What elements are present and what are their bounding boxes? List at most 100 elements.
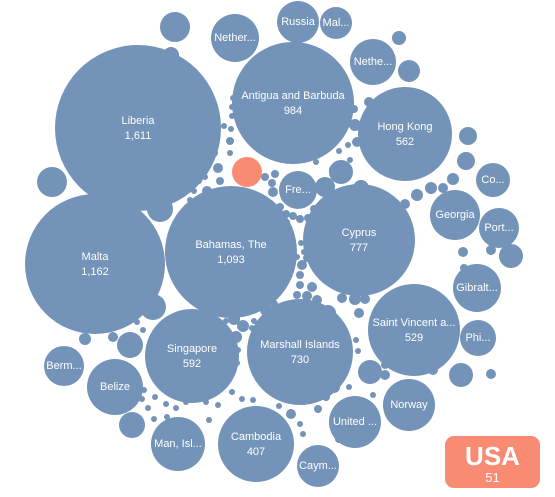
- bubble-minor[interactable]: [79, 333, 91, 345]
- bubble-minor[interactable]: [336, 148, 342, 154]
- bubble-minor[interactable]: [300, 431, 306, 437]
- bubble-minor[interactable]: [314, 405, 322, 413]
- bubble-minor[interactable]: [297, 421, 303, 427]
- bubble-minor[interactable]: [271, 170, 279, 178]
- bubble-minor[interactable]: [221, 123, 227, 129]
- bubble-minor[interactable]: [228, 126, 234, 132]
- bubble-minor[interactable]: [117, 332, 143, 358]
- bubble-nethe[interactable]: [350, 39, 396, 85]
- bubble-minor[interactable]: [296, 281, 304, 289]
- bubble-minor[interactable]: [160, 12, 190, 42]
- bubble-minor[interactable]: [360, 294, 370, 304]
- bubble-singapore[interactable]: [145, 309, 239, 403]
- bubble-antigua-and-barbuda[interactable]: [232, 42, 354, 164]
- bubble-minor[interactable]: [37, 167, 67, 197]
- bubble-liberia[interactable]: [55, 45, 221, 211]
- bubble-minor[interactable]: [499, 244, 523, 268]
- bubble-fre[interactable]: [279, 171, 317, 209]
- bubble-minor[interactable]: [227, 150, 233, 156]
- bubble-minor[interactable]: [239, 396, 245, 402]
- bubble-minor[interactable]: [216, 177, 224, 185]
- bubble-minor[interactable]: [298, 240, 304, 246]
- bubble-minor[interactable]: [486, 245, 496, 255]
- bubble-co[interactable]: [476, 163, 510, 197]
- bubble-minor[interactable]: [296, 215, 304, 223]
- bubble-minor[interactable]: [337, 293, 347, 303]
- bubble-minor[interactable]: [151, 416, 157, 422]
- bubble-minor[interactable]: [296, 271, 304, 279]
- bubble-bahamas-the[interactable]: [165, 186, 297, 318]
- bubble-minor[interactable]: [206, 417, 212, 423]
- bubble-phi[interactable]: [460, 320, 496, 356]
- bubble-berm[interactable]: [44, 346, 84, 386]
- bubble-minor[interactable]: [346, 384, 352, 390]
- bubble-usa[interactable]: [232, 157, 262, 187]
- bubble-minor[interactable]: [353, 337, 359, 343]
- bubble-hong-kong[interactable]: [358, 87, 452, 181]
- bubble-minor[interactable]: [315, 177, 335, 197]
- bubble-minor[interactable]: [229, 389, 235, 395]
- bubble-minor[interactable]: [458, 247, 468, 257]
- bubble-minor[interactable]: [354, 308, 364, 318]
- bubble-saint-vincent-a[interactable]: [368, 284, 460, 376]
- bubble-man-isl[interactable]: [151, 417, 205, 471]
- bubble-minor[interactable]: [164, 414, 170, 420]
- bubble-marshall-islands[interactable]: [247, 299, 353, 405]
- bubble-minor[interactable]: [140, 327, 146, 333]
- bubble-minor[interactable]: [349, 119, 361, 131]
- bubble-gibralt[interactable]: [453, 264, 501, 312]
- bubble-minor[interactable]: [447, 173, 459, 185]
- bubble-minor[interactable]: [268, 179, 276, 187]
- bubble-minor[interactable]: [173, 405, 179, 411]
- bubble-minor[interactable]: [355, 348, 361, 354]
- bubble-minor[interactable]: [237, 320, 249, 332]
- bubble-minor[interactable]: [329, 160, 353, 184]
- bubble-minor[interactable]: [398, 60, 420, 82]
- bubble-minor[interactable]: [261, 173, 269, 181]
- bubble-russia[interactable]: [277, 1, 319, 43]
- bubble-minor[interactable]: [358, 360, 382, 384]
- bubble-minor[interactable]: [347, 157, 353, 163]
- bubble-belize[interactable]: [87, 359, 143, 415]
- bubble-georgia[interactable]: [430, 190, 480, 240]
- bubble-minor[interactable]: [449, 363, 473, 387]
- bubble-minor[interactable]: [457, 152, 475, 170]
- bubble-minor[interactable]: [425, 182, 437, 194]
- bubble-minor[interactable]: [250, 397, 256, 403]
- highlight-badge[interactable]: USA 51: [445, 436, 540, 488]
- bubble-minor[interactable]: [215, 402, 221, 408]
- bubble-malta[interactable]: [25, 194, 165, 334]
- bubble-minor[interactable]: [438, 183, 448, 193]
- bubble-minor[interactable]: [251, 318, 257, 324]
- bubble-caym[interactable]: [297, 445, 339, 487]
- bubble-minor[interactable]: [302, 291, 312, 301]
- bubble-port[interactable]: [479, 208, 519, 248]
- bubble-minor[interactable]: [486, 369, 496, 379]
- bubble-minor[interactable]: [297, 260, 307, 270]
- bubble-minor[interactable]: [345, 142, 351, 148]
- bubble-cyprus[interactable]: [303, 184, 415, 296]
- bubble-minor[interactable]: [293, 291, 301, 299]
- bubble-minor[interactable]: [313, 159, 319, 165]
- bubble-minor[interactable]: [268, 187, 278, 197]
- bubble-minor[interactable]: [152, 394, 158, 400]
- bubble-minor[interactable]: [307, 282, 317, 292]
- bubble-minor[interactable]: [226, 137, 234, 145]
- bubble-nether[interactable]: [211, 14, 259, 62]
- bubble-minor[interactable]: [392, 31, 406, 45]
- bubble-minor[interactable]: [145, 405, 151, 411]
- bubble-minor[interactable]: [119, 412, 145, 438]
- bubble-minor[interactable]: [276, 403, 282, 409]
- bubble-minor[interactable]: [380, 370, 390, 380]
- bubble-minor[interactable]: [108, 332, 118, 342]
- bubble-minor[interactable]: [286, 409, 296, 419]
- bubble-minor[interactable]: [289, 212, 297, 220]
- bubble-norway[interactable]: [383, 379, 435, 431]
- bubble-united[interactable]: [329, 396, 381, 448]
- bubble-minor[interactable]: [411, 189, 423, 201]
- bubble-minor[interactable]: [370, 392, 376, 398]
- bubble-mal[interactable]: [320, 7, 352, 39]
- bubble-minor[interactable]: [459, 127, 477, 145]
- bubble-minor[interactable]: [163, 401, 169, 407]
- bubble-minor[interactable]: [213, 163, 223, 173]
